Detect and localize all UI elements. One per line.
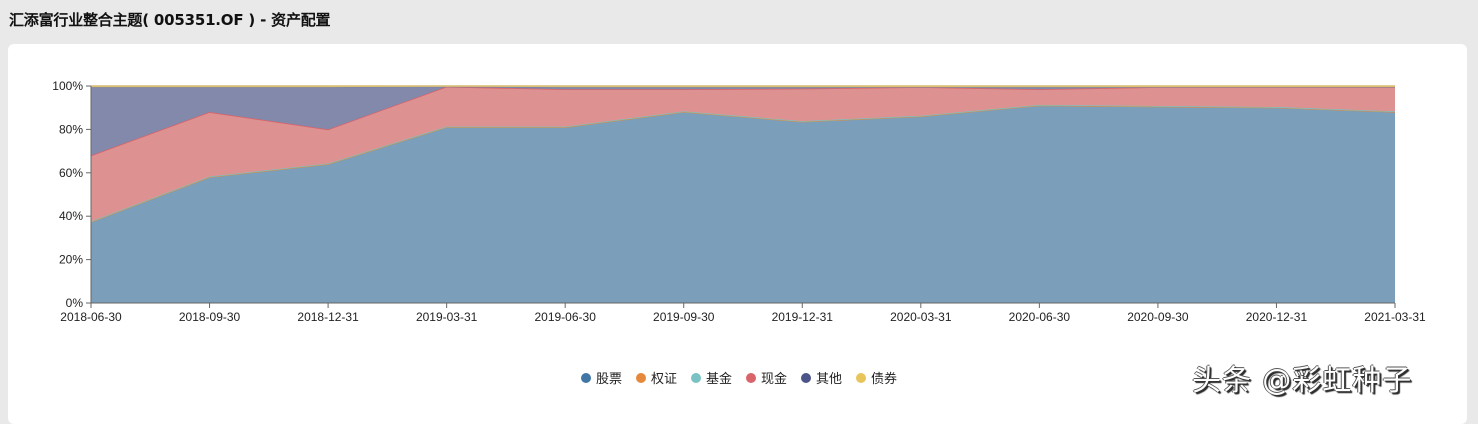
area-其他 xyxy=(91,86,1395,156)
legend-item[interactable]: 债券 xyxy=(856,368,897,387)
legend-dot-icon xyxy=(690,372,701,383)
legend-dot-icon xyxy=(856,372,867,383)
y-tick-label: 0% xyxy=(66,296,84,310)
x-tick-label: 2019-12-31 xyxy=(772,310,834,324)
y-tick-label: 60% xyxy=(59,166,83,180)
x-axis: 2018-06-30 2018-09-30 2018-12-31 2019-03-31… xyxy=(60,302,1426,324)
legend-item[interactable]: 权证 xyxy=(635,368,677,387)
area-股票 xyxy=(91,105,1395,303)
stacked-area-chart: 0%20%40%60%80%100% 2018-06-30 2018-09-30 2… xyxy=(52,79,1426,324)
x-tick-label: 2018-09-30 xyxy=(179,310,241,324)
x-tick-label: 2020-12-31 xyxy=(1246,310,1308,324)
y-tick-label: 80% xyxy=(59,122,83,136)
legend-dot-icon xyxy=(746,372,756,383)
legend-label: 权证 xyxy=(650,372,677,387)
legend-item[interactable]: 现金 xyxy=(746,368,787,387)
x-tick-label: 2021-03-31 xyxy=(1364,310,1426,324)
area-现金 xyxy=(91,86,1395,222)
legend-item[interactable]: 其他 xyxy=(801,368,842,387)
y-tick-label: 20% xyxy=(59,253,83,267)
legend-dot-icon xyxy=(580,372,591,383)
x-tick-label: 2018-12-31 xyxy=(297,310,359,324)
legend-dot-icon xyxy=(635,372,646,383)
legend-label: 债券 xyxy=(871,372,898,387)
y-tick-label: 40% xyxy=(59,209,83,223)
x-tick-label: 2020-06-30 xyxy=(1009,310,1071,324)
x-tick-label: 2019-03-31 xyxy=(416,310,478,324)
legend-dot-icon xyxy=(801,372,812,383)
y-axis: 0% 20% 40% 60% 80% 100% xyxy=(52,79,92,310)
legend-label: 其他 xyxy=(816,372,843,387)
x-tick-label: 2020-09-30 xyxy=(1127,310,1189,324)
y-tick-label: 100% xyxy=(52,79,83,93)
legend-label: 基金 xyxy=(705,372,732,387)
x-tick-label: 2018-06-30 xyxy=(60,310,122,324)
legend-item[interactable]: 股票 xyxy=(580,368,622,387)
legend-label: 股票 xyxy=(595,372,622,387)
legend-item[interactable]: 基金 xyxy=(690,368,732,387)
page-title: 汇添富行业整合主题( 005351.OF ) - 资产配置 xyxy=(9,11,331,29)
series-areas xyxy=(90,85,1396,303)
x-tick-label: 2019-06-30 xyxy=(534,310,596,324)
chart-legend: 股票 权证 基金 现金 其他 债券 xyxy=(0,368,1478,387)
x-tick-label: 2019-09-30 xyxy=(653,310,715,324)
watermark: 头条 @彩虹种子 xyxy=(1192,363,1413,397)
x-tick-label: 2020-03-31 xyxy=(890,310,952,324)
legend-label: 现金 xyxy=(761,372,788,387)
